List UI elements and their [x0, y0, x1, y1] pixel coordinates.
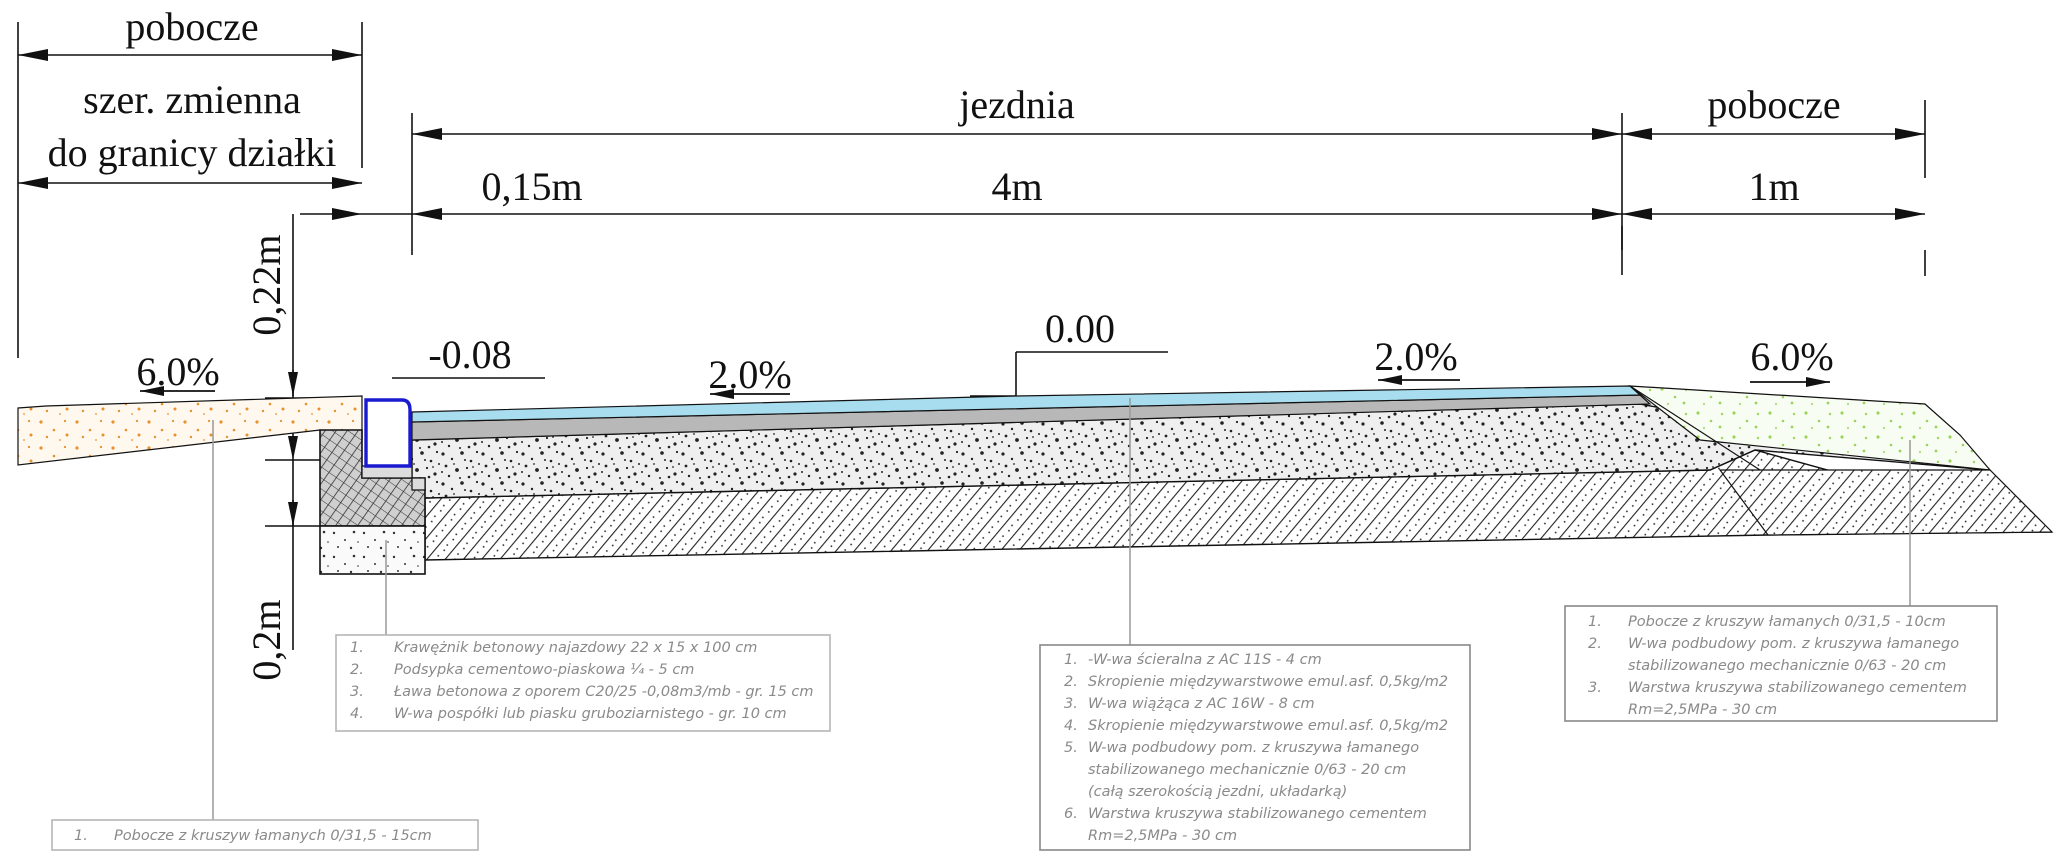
- left-shoulder-layer: [17, 395, 363, 466]
- note-line: Pobocze z kruszyw łamanych 0/31,5 - 10cm: [1628, 614, 1946, 630]
- right-shoulder-width-label: 1m: [1748, 164, 1799, 209]
- left-shoulder-label: pobocze: [125, 4, 258, 49]
- note-line: Pobocze z kruszyw łamanych 0/31,5 - 15cm: [114, 828, 432, 844]
- carriageway-width-label: 4m: [991, 164, 1042, 209]
- left-width-label-line2: do granicy działki: [48, 130, 337, 175]
- note-line: Warstwa kruszywa stabilizowanego cemente…: [1628, 680, 1967, 696]
- note-box-right-shoulder: 1. Pobocze z kruszyw łamanych 0/31,5 - 1…: [1564, 605, 1998, 722]
- concrete-curb: [364, 398, 412, 468]
- note-line: Rm=2,5MPa - 30 cm: [1628, 702, 1777, 718]
- bedding-layer: [361, 465, 426, 491]
- note-line: W-wa podbudowy pom. z kruszywa łamanego: [1628, 636, 1959, 652]
- right-shoulder-layer: [1628, 385, 1992, 471]
- note-line: Rm=2,5MPa - 30 cm: [1088, 828, 1237, 844]
- note-box-curb: 1. Krawężnik betonowy najazdowy 22 x 15 …: [335, 634, 831, 732]
- note-line: -W-wa ścieralna z AC 11S - 4 cm: [1088, 652, 1322, 668]
- note-box-left-shoulder: 1. Pobocze z kruszyw łamanych 0/31,5 - 1…: [51, 819, 479, 851]
- axis-level-label: 0.00: [1045, 306, 1115, 351]
- bench-height-label: 0,2m: [244, 599, 289, 680]
- note-number: 1.: [74, 828, 88, 844]
- dimension-texts: pobocze szer. zmienna do granicy działki…: [48, 4, 1841, 681]
- note-number: 4.: [1064, 718, 1078, 734]
- leader-lines: [212, 398, 1911, 820]
- note-line: Skropienie międzywarstwowe emul.asf. 0,5…: [1088, 718, 1448, 734]
- curb-width-label: 0,15m: [481, 164, 582, 209]
- note-line: W-wa pospółki lub piasku gruboziarnisteg…: [394, 706, 787, 722]
- slope-arrows: [140, 375, 1830, 399]
- note-number: 4.: [350, 706, 364, 722]
- note-line: W-wa podbudowy pom. z kruszywa łamanego: [1088, 740, 1419, 756]
- note-number: 1.: [1064, 652, 1078, 668]
- note-number: 5.: [1064, 740, 1078, 756]
- note-line: (całą szerokością jezdni, układarką): [1088, 784, 1347, 800]
- note-number: 1.: [350, 640, 364, 656]
- curb-level-label: -0.08: [428, 332, 511, 377]
- note-line: stabilizowanego mechanicznie 0/63 - 20 c…: [1628, 658, 1946, 674]
- left-width-label-line1: szer. zmienna: [83, 77, 301, 122]
- note-number: 6.: [1064, 806, 1078, 822]
- note-line: stabilizowanego mechanicznie 0/63 - 20 c…: [1088, 762, 1406, 778]
- note-number: 2.: [1064, 674, 1078, 690]
- carriageway-left-slope: 2.0%: [708, 352, 791, 397]
- note-number: 3.: [1064, 696, 1078, 712]
- left-shoulder-slope: 6.0%: [136, 349, 219, 394]
- dimension-lines: [17, 22, 1926, 650]
- note-line: Ława betonowa z oporem C20/25 -0,08m3/mb…: [393, 684, 814, 700]
- note-line: W-wa wiążąca z AC 16W - 8 cm: [1088, 696, 1315, 712]
- carriageway-label: jezdnia: [957, 82, 1075, 127]
- note-line: Podsypka cementowo-piaskowa ¼ - 5 cm: [394, 662, 694, 678]
- note-line: Krawężnik betonowy najazdowy 22 x 15 x 1…: [394, 640, 757, 656]
- carriageway-right-slope: 2.0%: [1374, 334, 1457, 379]
- note-number: 2.: [1588, 636, 1602, 652]
- note-number: 3.: [1588, 680, 1602, 696]
- right-shoulder-slope: 6.0%: [1750, 334, 1833, 379]
- curb-height-label: 0,22m: [244, 234, 289, 335]
- right-shoulder-label: pobocze: [1707, 82, 1840, 127]
- note-number: 3.: [350, 684, 364, 700]
- pavement-structure: [17, 385, 2054, 575]
- note-box-pavement: 1. -W-wa ścieralna z AC 11S - 4 cm 2. Sk…: [1039, 644, 1471, 851]
- note-line: Skropienie międzywarstwowe emul.asf. 0,5…: [1088, 674, 1448, 690]
- note-line: Warstwa kruszywa stabilizowanego cemente…: [1088, 806, 1427, 822]
- sand-gravel-layer: [319, 525, 426, 575]
- note-number: 1.: [1588, 614, 1602, 630]
- right-shoulder-base-layer: [1718, 469, 2054, 536]
- note-number: 2.: [350, 662, 364, 678]
